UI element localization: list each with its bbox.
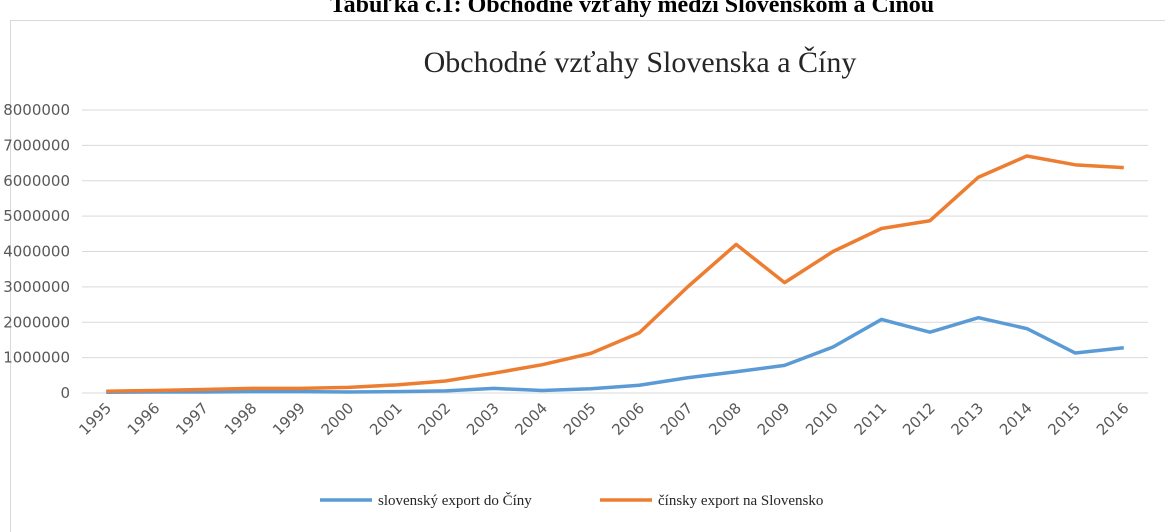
y-tick-label: 6000000 [3,172,70,190]
chart-frame [10,20,1165,532]
y-tick-label: 1000000 [3,349,70,367]
heading: Tabuľka č.1: Obchodné vzťahy medzi Slove… [330,0,934,18]
y-tick-label: 2000000 [3,313,70,331]
legend-label: čínsky export na Slovensko [658,493,823,509]
y-tick-label: 3000000 [3,278,70,296]
legend-label: slovenský export do Číny [378,492,532,509]
y-tick-label: 8000000 [3,101,70,119]
chart-title: Obchodné vzťahy Slovenska a Číny [424,46,857,79]
data-line [106,315,1124,395]
y-tick-label: 4000000 [3,243,70,261]
y-tick-label: 5000000 [3,207,70,225]
y-tick-label: 0 [60,384,70,402]
data-line [106,154,1124,393]
y-tick-label: 7000000 [3,136,70,154]
